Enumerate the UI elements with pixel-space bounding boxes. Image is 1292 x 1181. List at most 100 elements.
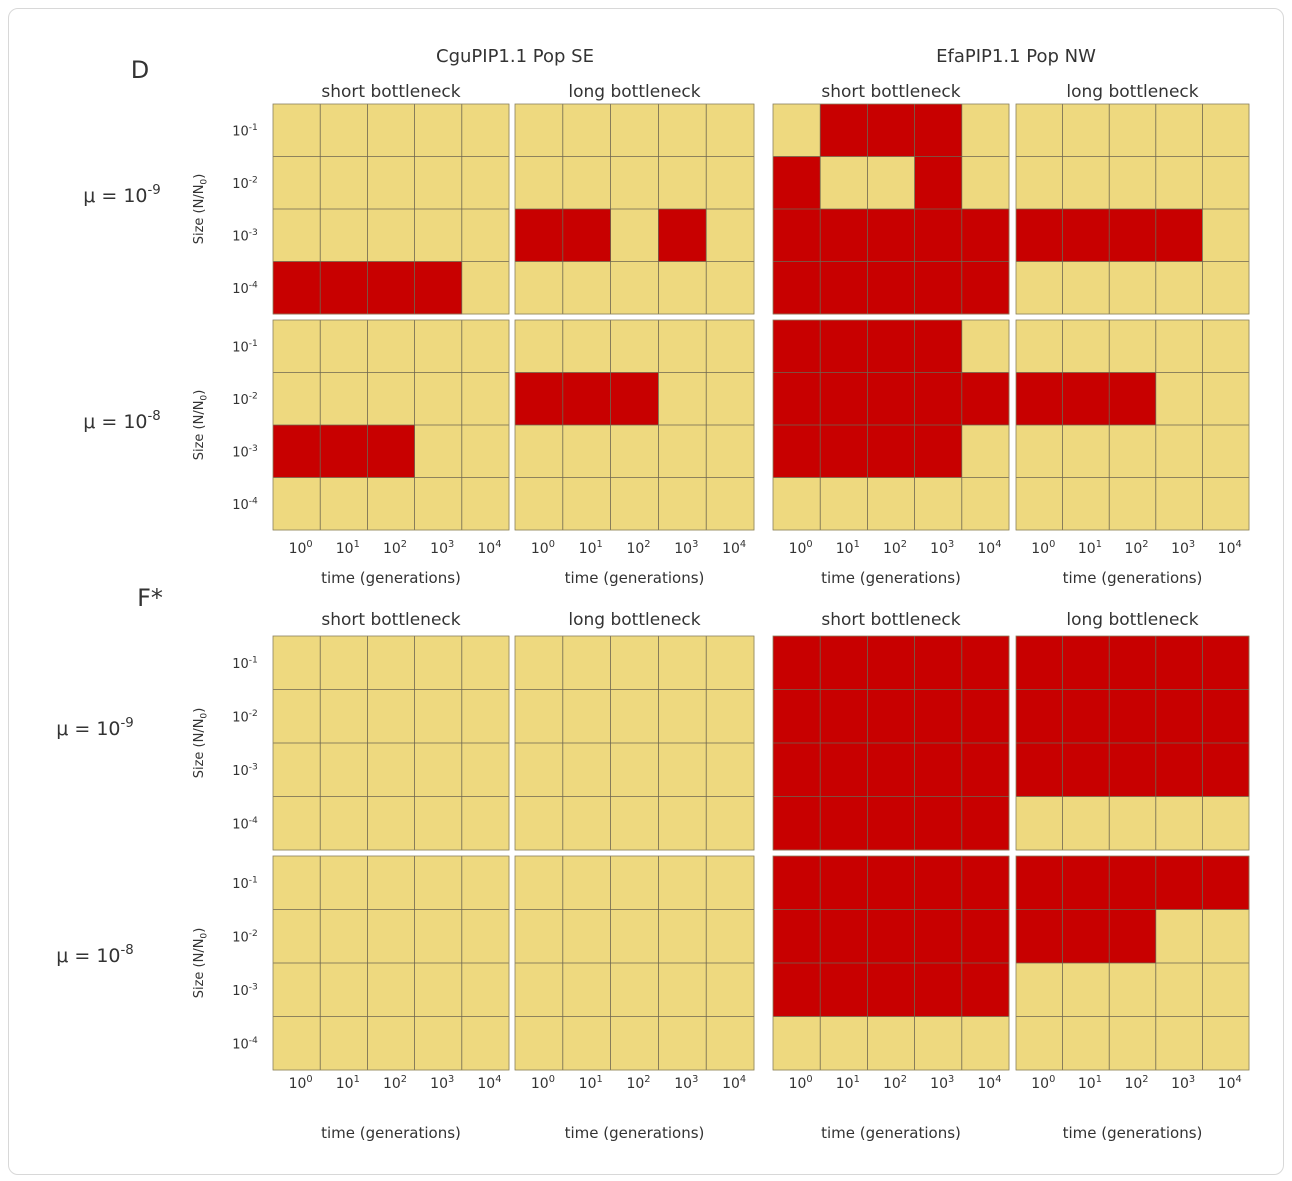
heatmap-cell <box>414 1016 463 1071</box>
heatmap-cell <box>1202 909 1250 964</box>
heatmap-cell <box>1109 477 1157 531</box>
heatmap-cell <box>1062 1016 1110 1071</box>
heatmap-cell <box>867 909 915 964</box>
panel-title: long bottleneck <box>1066 610 1198 630</box>
y-tick-label: 10-1 <box>232 875 258 891</box>
y-axis-label: Size (N/N0) <box>192 928 209 999</box>
heatmap-cell <box>414 909 463 964</box>
heatmap-cell <box>773 104 821 157</box>
heatmap-cell <box>1016 743 1063 797</box>
heatmap-cell <box>867 743 915 797</box>
heatmap-cell <box>820 104 868 157</box>
heatmap-cell <box>1062 909 1110 964</box>
heatmap-cell <box>773 209 821 262</box>
heatmap-cell <box>320 209 368 262</box>
x-tick-label: 103 <box>930 1074 954 1092</box>
y-tick-label: 10-2 <box>232 929 258 945</box>
heatmap-cell <box>961 261 1010 315</box>
heatmap-cell <box>961 963 1010 1017</box>
heatmap-cell <box>1109 104 1157 157</box>
heatmap-cell <box>1016 477 1063 531</box>
y-tick-label: 10-3 <box>232 762 258 778</box>
x-tick-label: 103 <box>930 539 954 557</box>
x-tick-label: 104 <box>722 539 746 557</box>
y-tick-label: 10-1 <box>232 655 258 671</box>
heatmap-cell <box>461 261 510 315</box>
heatmap-cell <box>562 1016 611 1071</box>
heatmap-cell <box>773 856 821 910</box>
x-tick-label: 101 <box>1078 1074 1102 1092</box>
y-tick-label: 10-2 <box>232 391 258 407</box>
heatmap-cell <box>706 477 755 531</box>
heatmap-cell <box>1062 689 1110 744</box>
heatmap-cell <box>414 477 463 531</box>
y-tick-label: 10-2 <box>232 709 258 725</box>
heatmap-cell <box>1109 209 1157 262</box>
heatmap-cell <box>414 209 463 262</box>
heatmap-cell <box>1109 156 1157 210</box>
heatmap-cell <box>961 477 1010 531</box>
heatmap-cell <box>273 796 321 851</box>
panel <box>272 319 510 531</box>
heatmap-cell <box>461 689 510 744</box>
heatmap-cell <box>320 156 368 210</box>
heatmap-cell <box>273 209 321 262</box>
heatmap-cell <box>367 796 415 851</box>
heatmap-cell <box>515 320 564 373</box>
heatmap-cell <box>1109 909 1157 964</box>
heatmap-cell <box>1109 1016 1157 1071</box>
y-tick-label: 10-4 <box>232 1036 258 1052</box>
heatmap-cell <box>461 743 510 797</box>
panel <box>514 855 755 1071</box>
x-tick-label: 104 <box>477 1074 501 1092</box>
heatmap-cell <box>562 856 611 910</box>
panel <box>1015 855 1250 1071</box>
heatmap-cell <box>1202 856 1250 910</box>
heatmap-cell <box>367 104 415 157</box>
y-axis-label: Size (N/N0) <box>192 390 209 461</box>
heatmap-cell <box>773 963 821 1017</box>
heatmap-cell <box>562 209 611 262</box>
heatmap-cell <box>820 261 868 315</box>
x-tick-label: 103 <box>1171 1074 1195 1092</box>
panel-title: short bottleneck <box>321 82 460 102</box>
heatmap-cell <box>515 156 564 210</box>
heatmap-cell <box>961 796 1010 851</box>
x-axis-label: time (generations) <box>321 1124 461 1142</box>
x-tick-label: 103 <box>430 539 454 557</box>
heatmap-cell <box>515 104 564 157</box>
heatmap-cell <box>562 425 611 478</box>
heatmap-cell <box>658 104 707 157</box>
x-tick-label: 104 <box>1218 539 1242 557</box>
heatmap-cell <box>706 104 755 157</box>
heatmap-cell <box>273 963 321 1017</box>
heatmap-cell <box>961 1016 1010 1071</box>
heatmap-cell <box>706 689 755 744</box>
figure-frame <box>8 8 1284 1175</box>
heatmap-cell <box>367 156 415 210</box>
heatmap-cell <box>1062 425 1110 478</box>
heatmap-cell <box>820 477 868 531</box>
heatmap-cell <box>414 636 463 690</box>
heatmap-cell <box>273 856 321 910</box>
panel <box>772 103 1010 315</box>
panel <box>272 635 510 851</box>
panel <box>772 319 1010 531</box>
heatmap-cell <box>1109 320 1157 373</box>
heatmap-cell <box>414 796 463 851</box>
heatmap-cell <box>820 743 868 797</box>
mu-label: μ = 10-9 <box>83 183 161 207</box>
heatmap-cell <box>706 320 755 373</box>
heatmap-cell <box>414 261 463 315</box>
heatmap-cell <box>867 156 915 210</box>
heatmap-cell <box>914 636 963 690</box>
heatmap-cell <box>961 909 1010 964</box>
heatmap-cell <box>1202 425 1250 478</box>
heatmap-cell <box>367 477 415 531</box>
heatmap-cell <box>610 477 659 531</box>
x-axis-label: time (generations) <box>1063 1124 1203 1142</box>
x-axis-label: time (generations) <box>321 569 461 587</box>
heatmap-cell <box>820 856 868 910</box>
heatmap-cell <box>320 320 368 373</box>
section-label: D <box>131 56 149 84</box>
